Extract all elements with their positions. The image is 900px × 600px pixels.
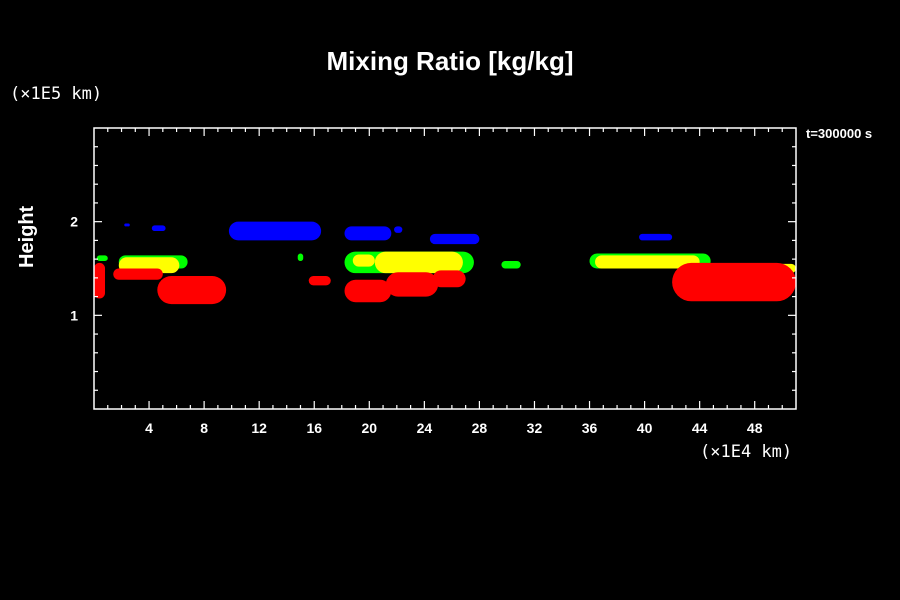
region-blue-4 [394,226,403,233]
region-red-20 [157,275,227,305]
x-tick-label: 36 [582,420,598,436]
time-label: t=300000 s [806,126,873,141]
region-blue-3 [151,225,166,232]
region-red-25 [672,262,796,302]
region-red-24 [432,270,466,288]
x-tick-labels: 4 8 12 16 20 24 28 32 36 40 44 48 [145,420,763,436]
region-blue-0 [228,221,322,241]
x-axis-unit: (×1E4 km) [700,442,793,462]
y-tick-labels: 12 [70,214,78,324]
region-yellow-16 [595,255,700,269]
x-tick-label: 4 [145,420,153,436]
data-regions [94,221,796,305]
region-green-7 [96,255,108,262]
region-green-11 [501,261,521,269]
plot-frame [93,127,797,410]
x-tick-label: 48 [747,420,763,436]
y-axis-unit: (×1E5 km) [10,84,103,104]
region-blue-2 [124,223,130,227]
x-tick-label: 28 [472,420,488,436]
chart-title: Mixing Ratio [kg/kg] [326,46,574,76]
region-blue-5 [429,233,480,245]
region-red-23 [385,272,439,297]
region-blue-6 [639,233,673,241]
y-tick-label: 2 [70,214,78,230]
x-tick-label: 44 [692,420,708,436]
x-tick-label: 20 [362,420,378,436]
region-red-19 [113,268,163,280]
x-tick-label: 16 [306,420,322,436]
region-red-22 [344,279,392,303]
x-tick-label: 8 [200,420,208,436]
y-tick-label: 1 [70,307,78,323]
x-tick-label: 24 [417,420,433,436]
region-yellow-14 [352,254,375,267]
region-blue-1 [344,226,392,241]
x-tick-label: 32 [527,420,543,436]
region-yellow-15 [374,251,463,274]
x-tick-label: 40 [637,420,653,436]
region-red-18 [94,262,106,299]
region-green-9 [297,253,304,262]
axis-ticks [94,128,796,409]
x-tick-label: 12 [251,420,267,436]
region-red-21 [308,275,331,286]
